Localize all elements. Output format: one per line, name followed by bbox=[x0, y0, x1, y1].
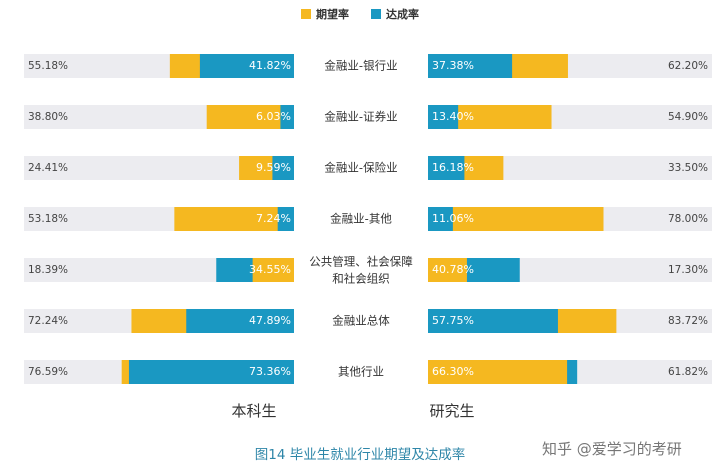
category-label: 金融业-证券业 bbox=[324, 110, 397, 124]
label-undergrad-achieve: 34.55% bbox=[249, 263, 291, 276]
label-undergrad-achieve: 9.59% bbox=[256, 161, 291, 174]
category-label: 金融业总体 bbox=[332, 314, 390, 328]
label-graduate-expect: 54.90% bbox=[668, 111, 708, 123]
butterfly-bar-chart: 55.18% 41.82% 37.38% 62.20% 金融业-银行业 38.80% 6.0… bbox=[24, 54, 712, 384]
label-graduate-achieve: 13.40% bbox=[432, 110, 474, 123]
label-graduate-achieve: 66.30% bbox=[432, 365, 474, 378]
legend-item-expect: 期望率 bbox=[301, 6, 349, 22]
label-undergrad-expect: 55.18% bbox=[28, 60, 68, 72]
bar-undergrad-achieve bbox=[272, 156, 294, 180]
label-undergrad-expect: 38.80% bbox=[28, 111, 68, 123]
bar-graduate-achieve bbox=[428, 105, 459, 129]
legend-swatch-achieve bbox=[371, 9, 381, 19]
label-undergrad-expect: 53.18% bbox=[28, 213, 68, 225]
figure-caption: 图14 毕业生就业行业期望及达成率 bbox=[254, 447, 466, 463]
label-graduate-expect: 78.00% bbox=[668, 213, 708, 225]
bar-graduate-achieve bbox=[428, 54, 513, 78]
label-graduate-expect: 33.50% bbox=[668, 162, 708, 174]
bar-undergrad-achieve bbox=[186, 309, 294, 333]
watermark: 知乎 @爱学习的考研 bbox=[542, 440, 682, 458]
bar-graduate-achieve bbox=[428, 207, 453, 231]
bar-undergrad-achieve bbox=[277, 207, 294, 231]
label-undergrad-achieve: 47.89% bbox=[249, 314, 291, 327]
category-label: 金融业-其他 bbox=[330, 212, 392, 226]
bar-graduate-expect bbox=[428, 360, 568, 384]
bar-undergrad-achieve bbox=[199, 54, 294, 78]
label-graduate-achieve: 16.18% bbox=[432, 161, 474, 174]
legend-swatch-expect bbox=[301, 9, 311, 19]
bar-undergrad-achieve bbox=[128, 360, 294, 384]
label-graduate-achieve: 57.75% bbox=[432, 314, 474, 327]
label-undergrad-achieve: 6.03% bbox=[256, 110, 291, 123]
chart-legend: 期望率 达成率 bbox=[0, 6, 720, 22]
legend-label-expect: 期望率 bbox=[316, 8, 349, 21]
label-graduate-expect: 61.82% bbox=[668, 366, 708, 378]
bar-graduate-achieve bbox=[428, 156, 465, 180]
category-label-line1: 公共管理、社会保障 bbox=[309, 255, 413, 269]
label-undergrad-achieve: 7.24% bbox=[256, 212, 291, 225]
category-label: 金融业-银行业 bbox=[324, 59, 397, 73]
legend-label-achieve: 达成率 bbox=[386, 8, 419, 21]
label-undergrad-expect: 24.41% bbox=[28, 162, 68, 174]
bar-undergrad-expect bbox=[174, 207, 294, 231]
bar-graduate-expect bbox=[428, 207, 604, 231]
label-undergrad-expect: 76.59% bbox=[28, 366, 68, 378]
bar-graduate-expect bbox=[428, 258, 467, 282]
category-label: 其他行业 bbox=[338, 365, 384, 379]
bar-graduate-achieve bbox=[428, 309, 558, 333]
bar-undergrad-expect bbox=[206, 105, 294, 129]
category-label-line2: 和社会组织 bbox=[332, 272, 390, 286]
label-undergrad-achieve: 41.82% bbox=[249, 59, 291, 72]
label-graduate-achieve: 37.38% bbox=[432, 59, 474, 72]
legend-item-achieve: 达成率 bbox=[371, 6, 419, 22]
label-graduate-expect: 83.72% bbox=[668, 315, 708, 327]
label-graduate-expect: 17.30% bbox=[668, 264, 708, 276]
label-graduate-expect: 62.20% bbox=[668, 60, 708, 72]
label-undergrad-expect: 72.24% bbox=[28, 315, 68, 327]
group-label-undergrad: 本科生 bbox=[231, 402, 277, 420]
category-label: 金融业-保险业 bbox=[324, 161, 397, 175]
bar-undergrad-achieve bbox=[280, 105, 294, 129]
label-graduate-achieve: 40.78% bbox=[432, 263, 474, 276]
group-label-graduate: 研究生 bbox=[429, 402, 475, 420]
label-graduate-achieve: 11.06% bbox=[432, 212, 474, 225]
label-undergrad-expect: 18.39% bbox=[28, 264, 68, 276]
label-undergrad-achieve: 73.36% bbox=[249, 365, 291, 378]
bar-undergrad-expect bbox=[252, 258, 294, 282]
